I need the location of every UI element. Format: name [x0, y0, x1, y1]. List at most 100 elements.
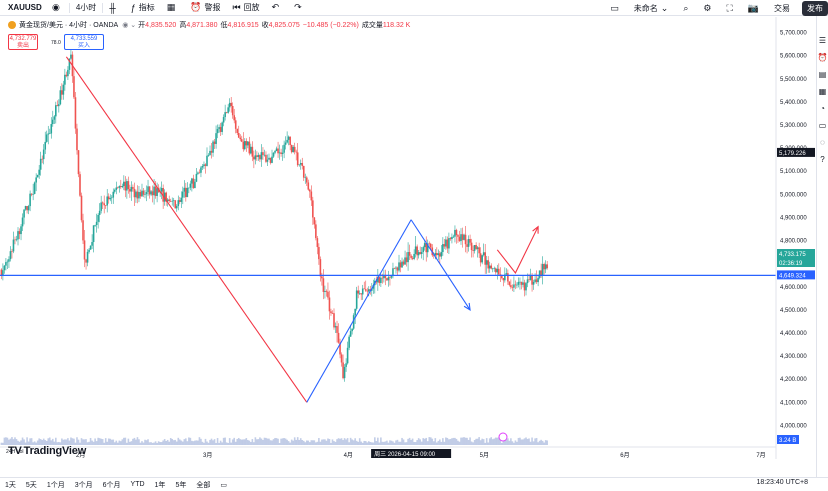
candle-body [463, 234, 465, 240]
alerts-icon[interactable]: ⏰ [817, 53, 828, 62]
range-1m[interactable]: 1个月 [46, 481, 65, 489]
volume-bar [256, 439, 258, 445]
calendar-icon[interactable]: ▦ [818, 87, 827, 96]
volume-bar [86, 442, 89, 445]
volume-bar [113, 442, 116, 445]
volume-bar [80, 438, 83, 445]
candle-body [413, 253, 415, 259]
range-5y[interactable]: 5年 [175, 481, 187, 489]
candle-body [73, 76, 75, 98]
range-all[interactable]: 全部 [196, 481, 211, 489]
volume-bar [440, 441, 443, 445]
price-chart[interactable]: 5,700.000 5,600.000 5,500.000 5,400.000 5,30… [0, 17, 816, 459]
undo-button[interactable]: ↶ [266, 0, 289, 16]
chat-icon[interactable]: ▭ [818, 121, 827, 130]
chevron-down-icon[interactable]: ⌄ [130, 22, 137, 29]
publish-button[interactable]: 发布 [802, 0, 828, 16]
candle-body [138, 192, 140, 199]
price-axis[interactable]: 5,700.000 5,600.000 5,500.000 5,400.000 5,30… [775, 17, 815, 459]
ideas-icon[interactable]: ◔ [820, 104, 825, 113]
volume-bar [79, 442, 81, 445]
range-5d[interactable]: 5天 [25, 481, 37, 489]
volume-bar [349, 437, 352, 445]
volume-bar [360, 441, 363, 445]
redo-button[interactable]: ↷ [288, 0, 311, 16]
candle-body [14, 239, 16, 241]
candle-body [104, 205, 107, 206]
search-button[interactable]: ⌕ [677, 0, 697, 16]
volume-bar [283, 438, 285, 445]
candle-body [461, 234, 464, 240]
snapshot-button[interactable]: 📷 [742, 0, 768, 16]
event-icon[interactable] [498, 432, 508, 442]
range-3m[interactable]: 3个月 [74, 481, 93, 489]
volume-bar [535, 437, 538, 445]
volume-bar [253, 442, 255, 445]
settings-button[interactable]: ⚙ [697, 0, 720, 16]
indicators-button[interactable]: ƒ 指标 [130, 2, 155, 13]
tradingview-watermark: TV TradingView [8, 445, 86, 457]
candle-body [360, 293, 363, 295]
help-icon[interactable]: ? [820, 155, 825, 164]
layout-name-button[interactable]: 未命名 ⌄ [633, 2, 669, 13]
bottom-toolbar: 1天 5天 1个月 3个月 6个月 YTD 1年 5年 全部 ▭ 18:23:4… [0, 477, 828, 491]
data-window-icon[interactable]: ▤ [818, 70, 827, 79]
volume-bar [197, 440, 199, 445]
alert-button[interactable]: ⏰ 警报 [190, 2, 221, 12]
buy-button[interactable]: 4,733.559 买入 [64, 34, 104, 50]
layout-toggle-button[interactable]: ▭ [604, 0, 628, 16]
trade-button[interactable]: 交易 [774, 3, 790, 13]
time-axis[interactable]: 2月 3月 4月 5月 6月 7月 周三 2026-04-15 09:00 [0, 446, 776, 459]
buy-price: 4,733.559 [70, 36, 98, 42]
date-range-button[interactable]: ▭ [220, 481, 227, 489]
compare-button[interactable]: ◉ [46, 0, 69, 16]
chart-area[interactable]: 5,700.000 5,600.000 5,500.000 5,400.000 5,30… [0, 17, 816, 459]
volume-bar [330, 442, 332, 445]
volume-bar [280, 438, 282, 445]
blue-rally-line[interactable] [306, 219, 412, 403]
fullscreen-button[interactable]: ⛶ [720, 0, 741, 16]
volume-bar [5, 437, 7, 445]
blue-pullback-arrow[interactable] [410, 219, 471, 311]
clock-timezone[interactable]: 18:23:40 UTC+8 [756, 479, 808, 486]
range-ytd[interactable]: YTD [130, 481, 145, 488]
candle-body [58, 104, 60, 107]
volume-bar [106, 441, 109, 445]
candle-body [236, 128, 239, 134]
range-1d[interactable]: 1天 [5, 481, 16, 489]
volume-bar [354, 438, 356, 445]
volume-bar [61, 438, 63, 445]
eye-icon[interactable]: ◉ [122, 22, 129, 29]
candle-body [520, 281, 523, 285]
red-zigzag-arrow[interactable] [496, 226, 539, 274]
volume-bar [532, 441, 535, 445]
range-1y[interactable]: 1年 [154, 481, 166, 489]
candle-body [215, 133, 217, 144]
symbol-search-button[interactable]: XAUUSD [8, 3, 42, 12]
candle-body [399, 262, 402, 268]
candle-body [333, 313, 335, 328]
volume-bar [370, 442, 373, 445]
change-value: −10.485 (−0.22%) [302, 21, 359, 29]
red-drop-line[interactable] [65, 56, 308, 403]
range-6m[interactable]: 6个月 [102, 481, 121, 489]
candle-body [511, 287, 514, 288]
candle-body [212, 141, 214, 153]
candle-body [316, 238, 319, 248]
candle-body [491, 268, 494, 270]
candle-body [68, 58, 71, 70]
sell-button[interactable]: 4,732.779 卖出 [8, 34, 38, 50]
notifications-icon[interactable]: ◌ [820, 138, 825, 147]
interval-button[interactable]: 4小时 [75, 3, 97, 12]
chart-type-button[interactable]: ╫ [103, 0, 124, 16]
volume-bar [33, 441, 36, 445]
volume-bar [525, 437, 527, 445]
volume-bar [51, 438, 54, 445]
candle-body [227, 107, 229, 113]
candle-body [440, 252, 443, 257]
watchlist-icon[interactable]: ☰ [818, 36, 827, 45]
chevron-down-icon: ⌄ [660, 2, 669, 13]
drawings[interactable] [0, 56, 776, 442]
replay-button[interactable]: ⏮ 回放 [232, 2, 260, 12]
templates-button[interactable]: ▦ [161, 0, 185, 16]
